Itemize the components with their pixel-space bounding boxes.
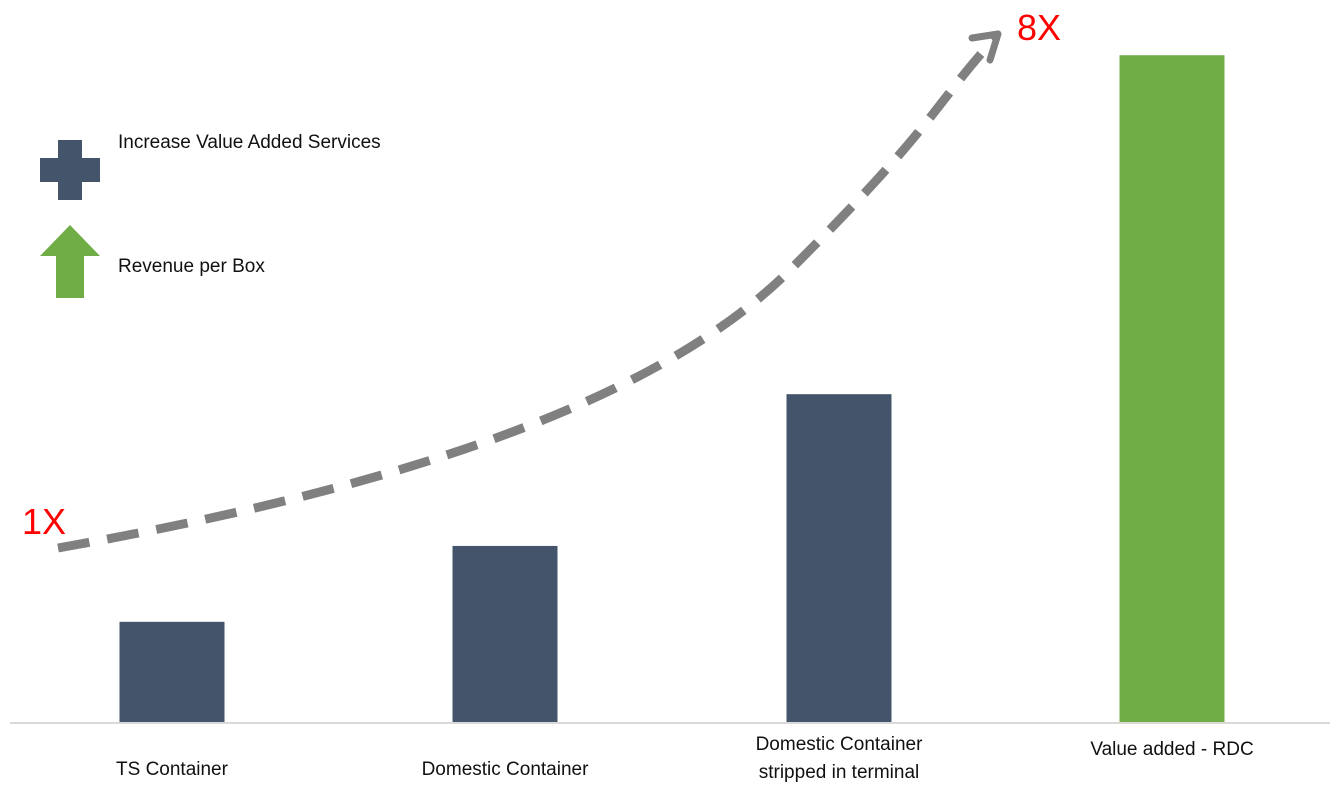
bars [119, 55, 1225, 724]
annotation-end: 8X [1017, 7, 1061, 48]
trend-arrow [57, 30, 1002, 553]
legend: Increase Value Added Services Revenue pe… [40, 132, 381, 298]
legend-label-value-added: Increase Value Added Services [118, 132, 381, 153]
x-tick-label-3: Domestic Container stripped in terminal [756, 734, 924, 783]
bar-3 [786, 394, 892, 723]
plus-icon [40, 140, 100, 200]
x-tick-label-4: Value added - RDC [1090, 739, 1253, 760]
bar-2 [452, 545, 558, 723]
x-tick-label-1: TS Container [116, 759, 229, 780]
trend-arrowhead [968, 30, 1002, 64]
annotation-start: 1X [22, 501, 66, 542]
arrow-up-icon [40, 225, 100, 298]
legend-label-revenue: Revenue per Box [118, 256, 265, 277]
bar-1 [119, 621, 225, 723]
trend-curve [57, 34, 999, 553]
x-axis-labels: TS Container Domestic Container Domestic C… [116, 734, 1254, 783]
x-tick-label-2: Domestic Container [422, 759, 590, 780]
bar-4 [1119, 55, 1225, 724]
